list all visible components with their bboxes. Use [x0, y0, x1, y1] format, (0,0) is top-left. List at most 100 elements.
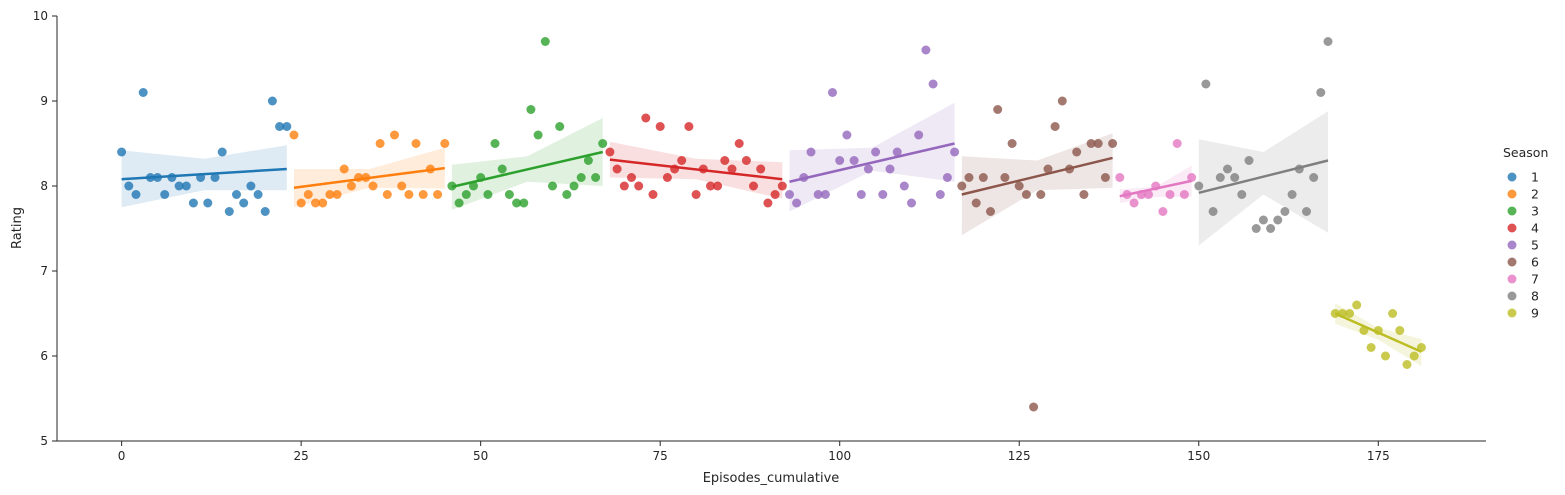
- data-point-season-9: [1402, 360, 1412, 369]
- data-point-season-4: [684, 122, 694, 131]
- data-point-season-3: [512, 198, 522, 208]
- confidence-bands: [121, 102, 1422, 367]
- data-point-season-4: [720, 156, 730, 165]
- data-point-season-7: [1158, 207, 1168, 216]
- data-point-season-9: [1388, 309, 1398, 318]
- data-point-season-1: [117, 147, 127, 157]
- data-point-season-5: [792, 198, 802, 208]
- data-point-season-7: [1115, 173, 1125, 182]
- data-point-season-4: [662, 173, 672, 182]
- data-point-season-8: [1309, 173, 1319, 182]
- data-point-season-1: [188, 198, 198, 208]
- legend-marker-season-1: [1507, 172, 1517, 182]
- y-tick-label: 5: [40, 434, 48, 448]
- data-point-season-9: [1366, 343, 1376, 352]
- data-point-season-3: [598, 139, 608, 148]
- data-point-season-4: [605, 147, 615, 157]
- data-point-season-2: [368, 181, 378, 191]
- x-tick-label: 75: [653, 449, 668, 463]
- data-point-season-4: [713, 181, 723, 191]
- data-point-season-3: [548, 181, 557, 191]
- data-point-season-5: [863, 164, 873, 174]
- data-point-season-6: [957, 181, 967, 191]
- data-point-season-1: [217, 147, 227, 157]
- data-point-season-2: [311, 198, 320, 208]
- data-point-season-5: [871, 147, 881, 157]
- data-point-season-5: [928, 79, 938, 89]
- data-point-season-9: [1352, 300, 1362, 310]
- data-point-season-3: [504, 190, 514, 199]
- confidence-band-season-8: [1198, 111, 1328, 246]
- data-point-season-3: [591, 173, 601, 182]
- axes: 0 25 50 75 100 125 150 175 5 6 7 8 9 10: [33, 9, 1486, 463]
- data-point-season-4: [619, 181, 629, 191]
- regression-line-season-6: [961, 156, 1113, 196]
- data-point-season-4: [741, 156, 751, 165]
- legend-label-season-9: 9: [1531, 306, 1539, 321]
- data-point-season-7: [1187, 173, 1197, 182]
- data-point-season-4: [641, 113, 651, 123]
- data-point-season-2: [339, 164, 349, 174]
- y-tick-label: 9: [40, 94, 48, 108]
- data-point-season-4: [756, 164, 766, 174]
- data-point-season-2: [382, 190, 392, 199]
- regression-line-season-7: [1119, 179, 1192, 198]
- data-point-season-7: [1129, 198, 1139, 208]
- data-point-season-5: [878, 190, 888, 199]
- data-point-season-6: [978, 173, 988, 182]
- data-point-season-4: [677, 156, 687, 165]
- confidence-band-season-5: [789, 102, 955, 212]
- data-point-season-5: [942, 173, 952, 182]
- data-point-season-6: [1057, 96, 1067, 106]
- data-point-season-9: [1345, 309, 1355, 318]
- data-point-season-1: [282, 122, 292, 131]
- data-point-season-1: [275, 122, 285, 131]
- data-point-season-6: [1108, 139, 1118, 148]
- data-point-season-3: [569, 181, 579, 191]
- data-point-season-4: [777, 181, 787, 191]
- data-point-season-3: [497, 164, 507, 174]
- legend-marker-season-4: [1507, 223, 1517, 233]
- x-tick-label: 125: [1008, 449, 1031, 463]
- data-point-season-6: [986, 207, 995, 216]
- data-point-season-6: [1029, 402, 1039, 412]
- data-point-season-4: [763, 198, 773, 208]
- data-point-season-8: [1280, 207, 1290, 216]
- data-point-season-5: [899, 181, 909, 191]
- data-point-season-3: [555, 122, 565, 131]
- data-point-season-4: [648, 190, 658, 199]
- y-tick-label: 8: [40, 179, 48, 193]
- regression-line-season-1: [121, 167, 287, 181]
- legend-label-season-3: 3: [1531, 204, 1539, 219]
- data-point-season-4: [706, 181, 715, 191]
- data-point-season-8: [1237, 190, 1247, 199]
- data-point-season-2: [318, 198, 328, 208]
- legend-marker-season-6: [1507, 257, 1517, 267]
- data-point-season-5: [835, 156, 845, 165]
- data-point-season-5: [950, 147, 960, 157]
- data-point-season-3: [576, 173, 586, 182]
- data-point-season-8: [1316, 88, 1326, 97]
- x-tick-label: 100: [828, 449, 851, 463]
- data-point-season-2: [418, 190, 428, 199]
- legend-label-season-8: 8: [1531, 289, 1539, 304]
- data-point-season-2: [296, 198, 306, 208]
- regression-line-season-3: [451, 150, 604, 189]
- data-point-season-2: [325, 190, 335, 199]
- data-point-season-9: [1395, 326, 1405, 335]
- data-point-season-4: [749, 181, 758, 191]
- data-point-season-7: [1144, 190, 1153, 199]
- data-point-season-1: [239, 198, 249, 208]
- data-point-season-8: [1266, 224, 1276, 233]
- data-point-season-4: [627, 173, 636, 182]
- data-point-season-7: [1172, 139, 1182, 148]
- data-point-season-8: [1273, 215, 1283, 225]
- data-point-season-8: [1323, 37, 1333, 46]
- data-point-season-1: [246, 181, 256, 191]
- data-point-season-4: [727, 164, 737, 174]
- data-point-season-1: [160, 190, 170, 199]
- data-point-season-2: [397, 181, 407, 191]
- data-point-season-2: [390, 130, 399, 140]
- data-point-season-1: [267, 96, 277, 106]
- data-point-season-3: [533, 130, 543, 140]
